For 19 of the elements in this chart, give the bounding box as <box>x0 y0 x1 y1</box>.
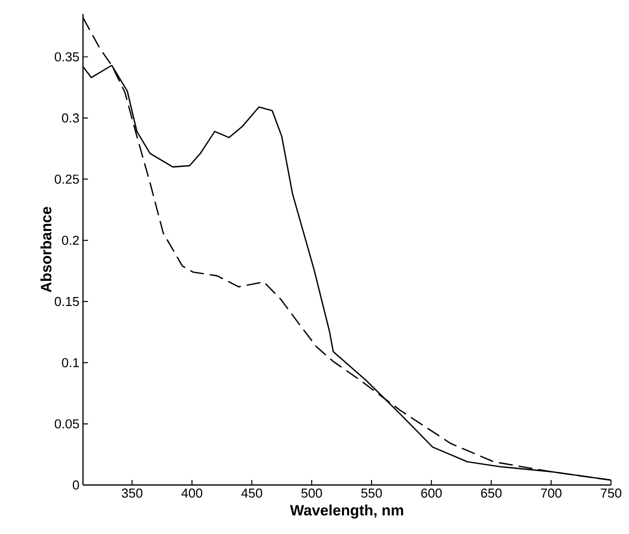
x-tick-label: 600 <box>421 488 442 498</box>
y-tick-label: 0.1 <box>62 358 79 368</box>
y-tick-label: 0.2 <box>62 236 79 245</box>
y-axis-title: Absorbance <box>40 206 52 292</box>
y-tick-label: 0 <box>72 480 79 490</box>
x-tick-label: 350 <box>122 488 142 498</box>
x-tick-label: 700 <box>541 488 562 498</box>
x-axis-title: Wavelength, nm <box>290 504 404 519</box>
y-tick-label: 0.05 <box>54 419 79 428</box>
y-tick-label: 0.25 <box>54 174 79 184</box>
x-tick-label: 450 <box>241 488 262 498</box>
x-tick-label: 750 <box>600 488 622 498</box>
y-tick-label: 0.35 <box>54 52 79 62</box>
y-tick-label: 0.15 <box>54 296 79 306</box>
x-tick-label: 550 <box>361 488 382 498</box>
x-tick-label: 650 <box>481 488 502 498</box>
x-tick-label: 400 <box>181 488 202 498</box>
x-tick-label: 500 <box>301 488 322 498</box>
y-tick-label: 0.3 <box>62 113 79 123</box>
